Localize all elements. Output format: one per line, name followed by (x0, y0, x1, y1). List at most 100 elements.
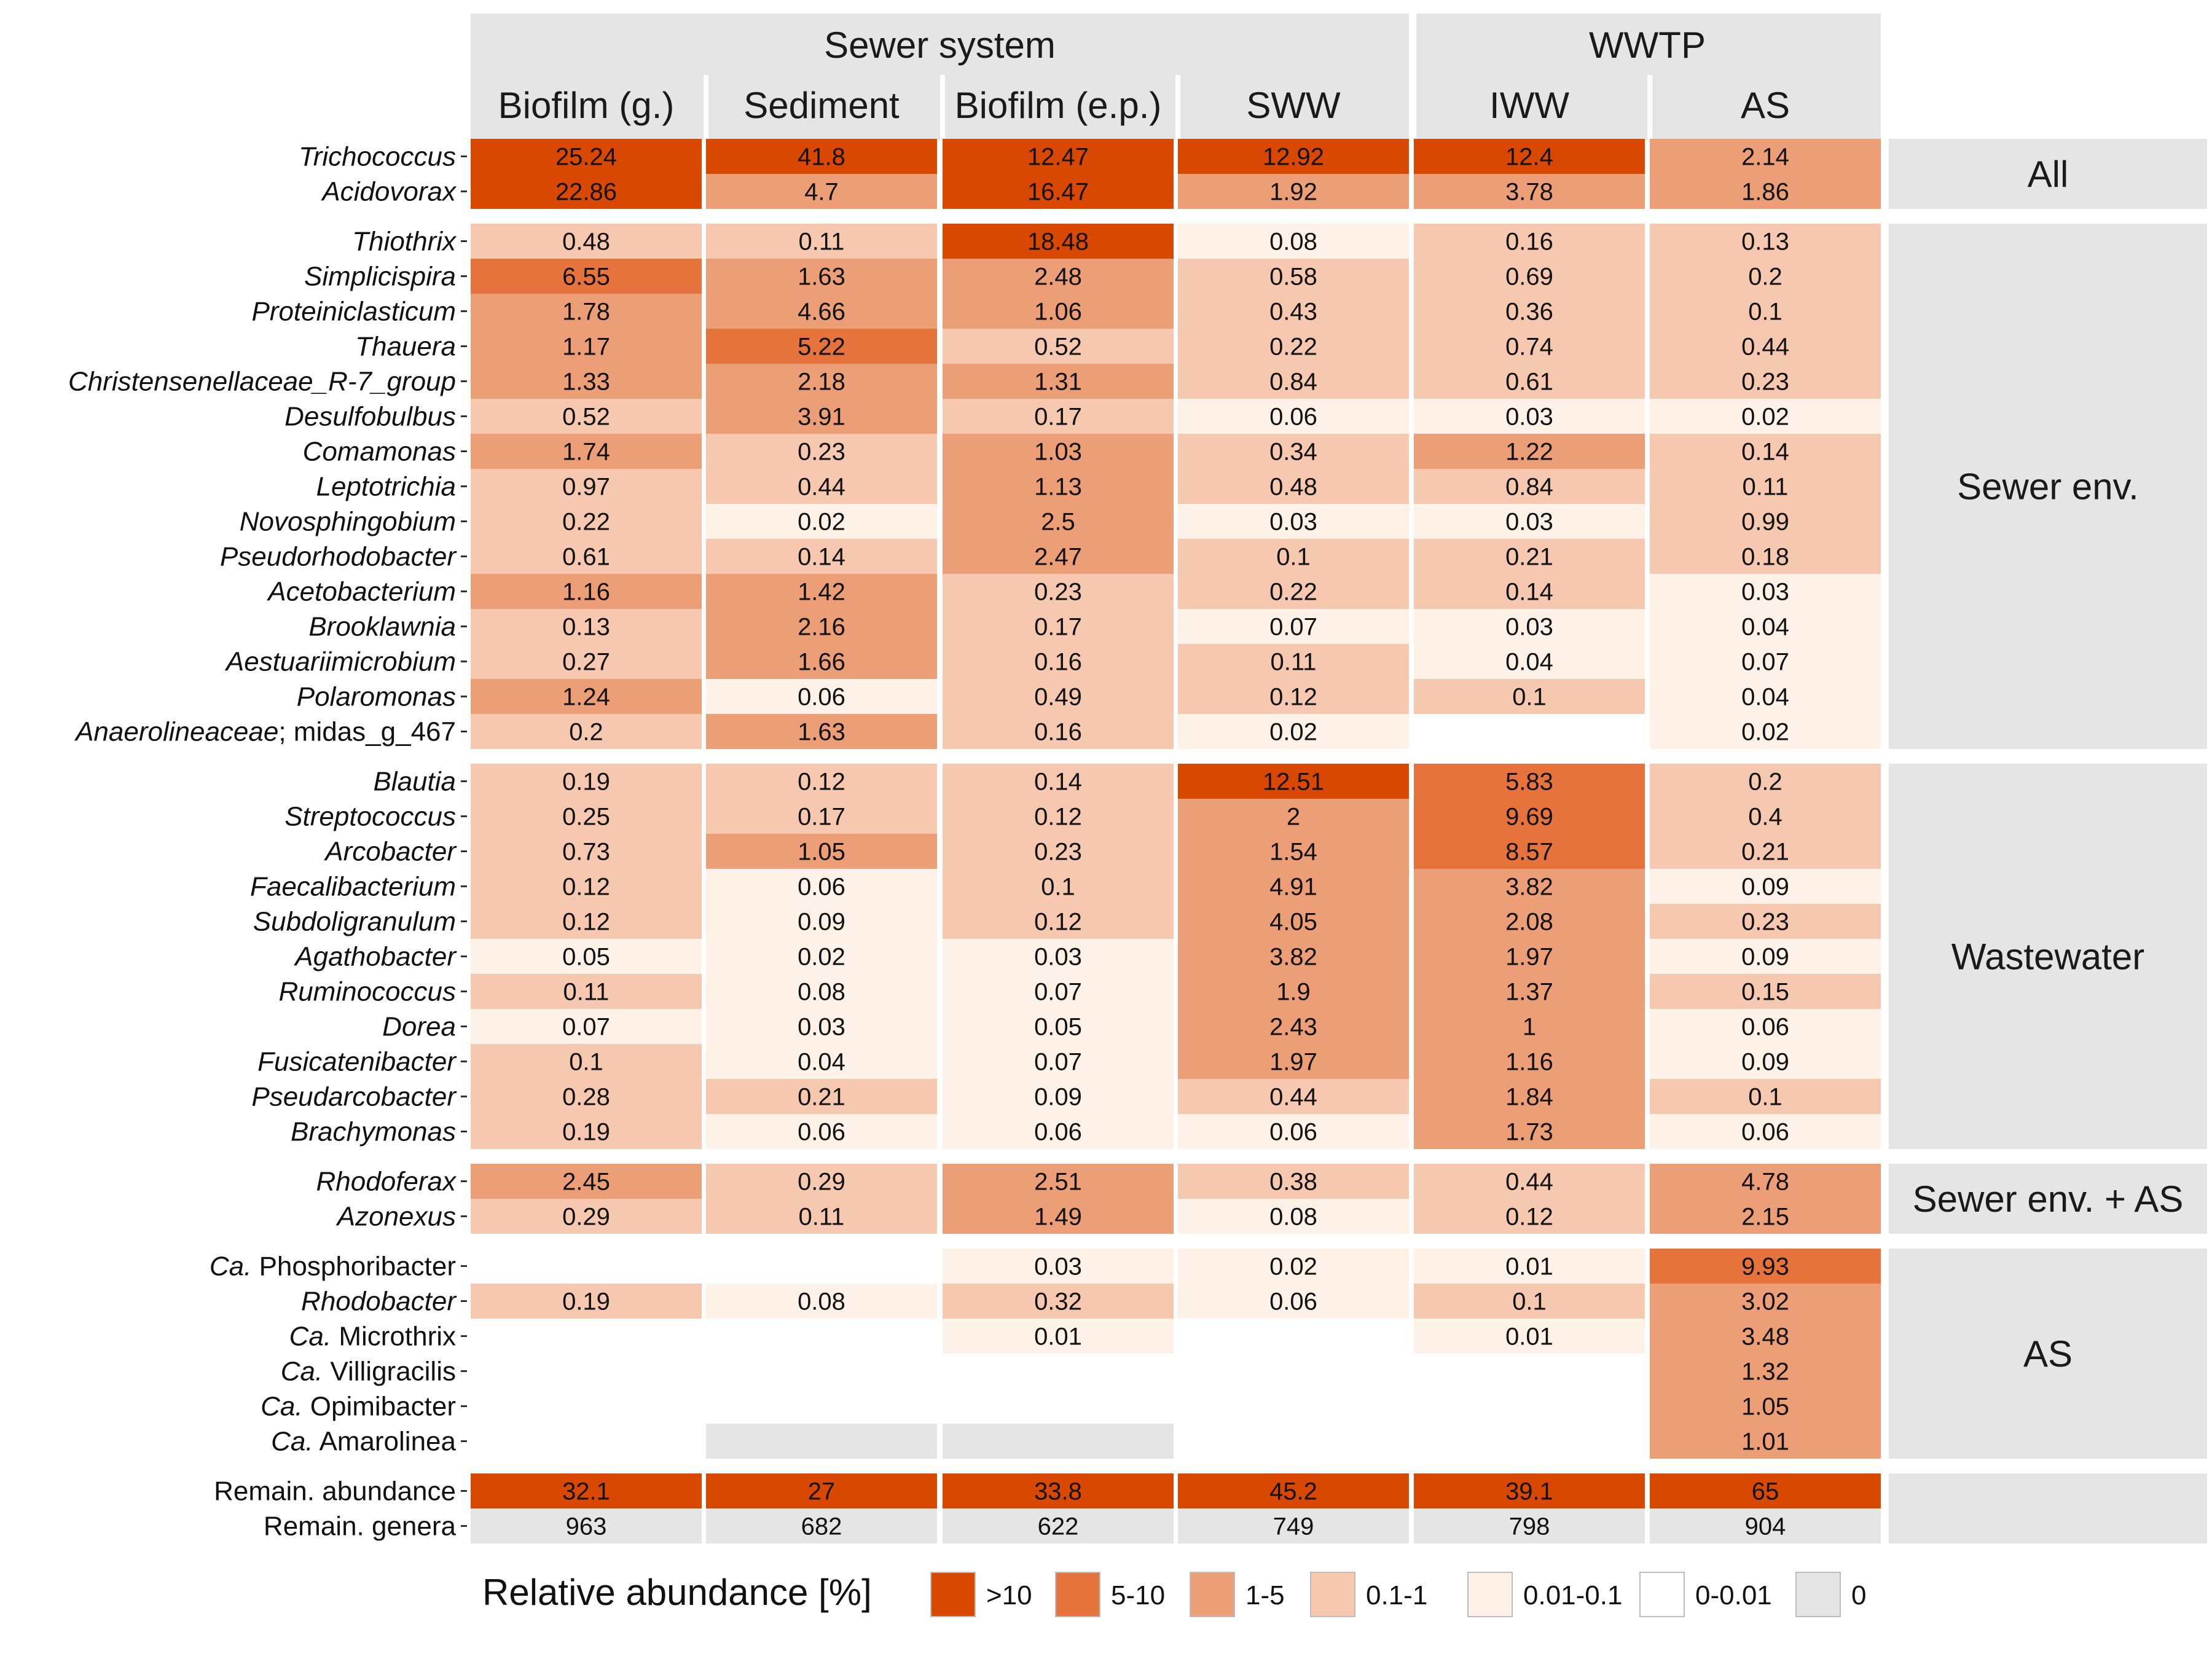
cell-value: 0.12 (562, 874, 610, 901)
heatmap-cell (943, 259, 1174, 294)
cell-value: 0.21 (798, 1084, 845, 1111)
heatmap-cell (471, 469, 702, 504)
heatmap-cell (1178, 1079, 1409, 1114)
heatmap-cell (1178, 764, 1409, 799)
heatmap-cell (1178, 609, 1409, 644)
cell-value: 0.16 (1034, 649, 1082, 676)
heatmap-cell (1414, 1508, 1645, 1543)
heatmap-cell (1650, 1424, 1881, 1459)
cell-value: 1.37 (1505, 979, 1553, 1006)
cell-value: 9.93 (1741, 1253, 1789, 1281)
cell-value: 0.23 (1741, 369, 1789, 396)
column-label-sww: SWW (1246, 85, 1341, 126)
cell-value: 16.47 (1027, 179, 1089, 206)
heatmap-cell (471, 974, 702, 1009)
heatmap-cell (1178, 1473, 1409, 1508)
heatmap-cell (1650, 399, 1881, 434)
heatmap-cell (1650, 539, 1881, 574)
column-label-biofilm-g: Biofilm (g.) (498, 85, 675, 126)
heatmap-cell (706, 434, 937, 469)
heatmap-cell (943, 1009, 1174, 1044)
heatmap-cell (1178, 139, 1409, 174)
heatmap-cell (1414, 1319, 1645, 1354)
heatmap-cell (1414, 539, 1645, 574)
cell-value: 0.99 (1741, 509, 1789, 536)
heatmap-cell (706, 1508, 937, 1543)
heatmap-cell (1414, 174, 1645, 209)
row-label-anaerolineaceae-midas-g-467: Anaerolineaceae; midas_g_467 (74, 717, 456, 747)
row-label-leptotrichia: Leptotrichia (316, 472, 456, 502)
cell-value: 4.91 (1269, 874, 1317, 901)
cell-value: 0.07 (1034, 979, 1082, 1006)
cell-value: 0.04 (1741, 684, 1789, 711)
cell-value: 0.01 (1505, 1324, 1553, 1351)
heatmap-cell (706, 1424, 937, 1459)
cell-value: 2.14 (1741, 144, 1789, 171)
heatmap-cell (471, 609, 702, 644)
cell-value: 0.22 (1269, 334, 1317, 361)
cell-value: 0.02 (798, 509, 845, 536)
header-separator (1175, 75, 1180, 140)
cell-value: 0.29 (798, 1169, 845, 1196)
legend-label-0-1-1: 0.1-1 (1366, 1580, 1427, 1610)
column-group-label: WWTP (1589, 25, 1706, 66)
cell-value: 0.14 (1034, 769, 1082, 796)
heatmap-cell (1414, 139, 1645, 174)
heatmap-cell (706, 1284, 937, 1319)
cell-value: 5.22 (798, 334, 845, 361)
cell-value: 0.02 (1269, 719, 1317, 746)
cell-value: 1.97 (1269, 1049, 1317, 1076)
heatmap-cell (706, 764, 937, 799)
cell-value: 0.23 (1741, 909, 1789, 936)
heatmap-cell (1650, 259, 1881, 294)
cell-value: 6.55 (562, 264, 610, 291)
heatmap-cell (1178, 399, 1409, 434)
heatmap-cell (943, 904, 1174, 939)
heatmap-cell (706, 224, 937, 259)
cell-value: 0.03 (798, 1014, 845, 1041)
heatmap-cell (706, 904, 937, 939)
cell-value: 2.18 (798, 369, 845, 396)
cell-value: 749 (1273, 1513, 1314, 1540)
heatmap-cell (1650, 1009, 1881, 1044)
heatmap-cell (1650, 1249, 1881, 1284)
cell-value: 1.86 (1741, 179, 1789, 206)
cell-value: 1.49 (1034, 1204, 1082, 1231)
cell-value: 0.17 (1034, 614, 1082, 641)
heatmap-cell (1414, 1164, 1645, 1199)
row-group-strip-remainder (1889, 1473, 2207, 1543)
cell-value: 1.01 (1741, 1429, 1789, 1456)
cell-value: 12.92 (1263, 144, 1324, 171)
heatmap-cell (1650, 869, 1881, 904)
cell-value: 0.19 (562, 1288, 610, 1316)
cell-value: 3.82 (1505, 874, 1553, 901)
heatmap-cell (706, 329, 937, 364)
row-label-ca-phosphoribacter: Ca. Phosphoribacter (210, 1252, 456, 1282)
heatmap-cell (706, 174, 937, 209)
heatmap-cell (943, 1354, 1174, 1389)
cell-value: 3.91 (798, 404, 845, 431)
cell-value: 0.34 (1269, 439, 1317, 466)
row-label-rhodoferax: Rhodoferax (316, 1167, 457, 1197)
cell-value: 0.11 (799, 229, 845, 256)
cell-value: 0.02 (1741, 719, 1789, 746)
cell-value: 1.74 (562, 439, 610, 466)
heatmap-cell (1650, 679, 1881, 714)
cell-value: 1.84 (1505, 1084, 1553, 1111)
heatmap-cell (471, 1319, 702, 1354)
heatmap-cell (471, 1508, 702, 1543)
heatmap-cell (943, 469, 1174, 504)
row-label-acetobacterium: Acetobacterium (266, 577, 456, 607)
cell-value: 0.18 (1741, 544, 1789, 571)
cell-value: 0.08 (798, 1288, 845, 1316)
cell-value: 25.24 (555, 144, 617, 171)
column-group-strip-sewer-system (471, 14, 1409, 140)
cell-value: 65 (1752, 1478, 1779, 1505)
cell-value: 963 (566, 1513, 607, 1540)
cell-value: 0.69 (1505, 264, 1553, 291)
heatmap-cell (943, 1164, 1174, 1199)
heatmap-cell (1650, 609, 1881, 644)
cell-value: 1.97 (1505, 944, 1553, 971)
header-separator (1647, 75, 1652, 140)
cell-value: 2.16 (798, 614, 845, 641)
